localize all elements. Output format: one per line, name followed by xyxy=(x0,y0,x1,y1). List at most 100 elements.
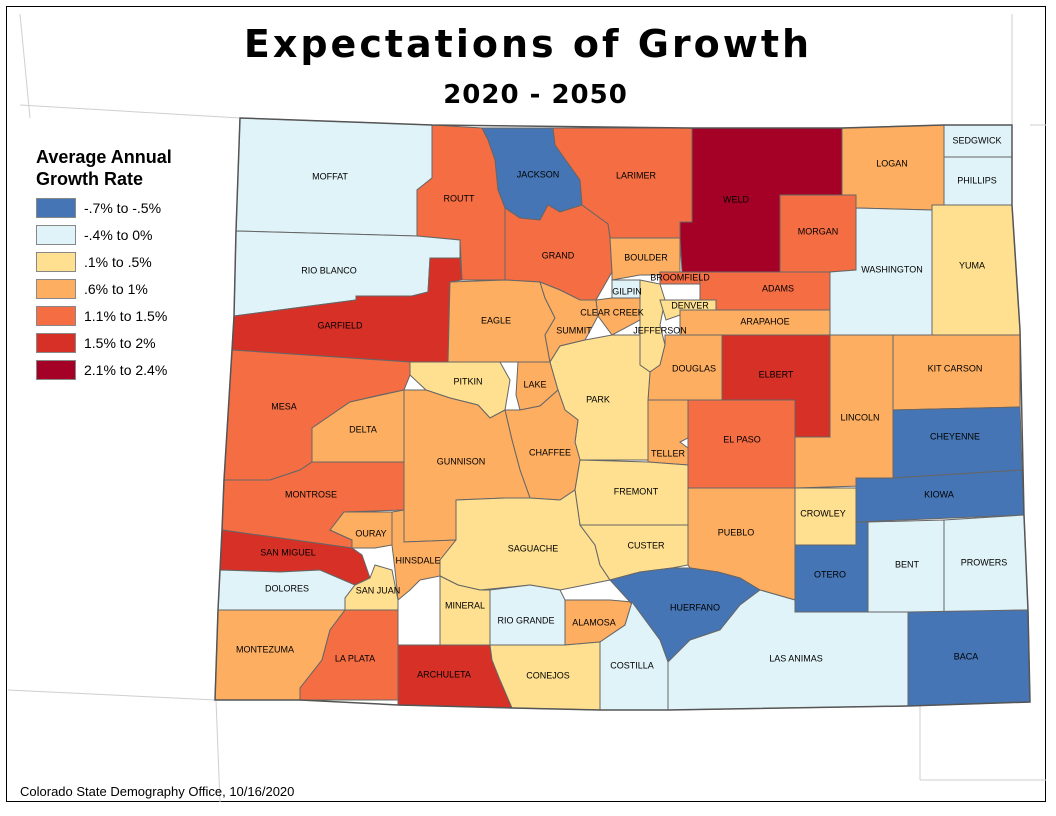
legend-label: .1% to .5% xyxy=(84,254,152,270)
county-label-el-paso: EL PASO xyxy=(723,434,761,444)
legend-swatch xyxy=(36,225,76,245)
county-label-chaffee: CHAFFEE xyxy=(529,447,571,457)
legend-label: -.4% to 0% xyxy=(84,227,153,243)
county-label-cheyenne: CHEYENNE xyxy=(930,431,980,441)
county-label-custer: CUSTER xyxy=(627,540,665,550)
county-label-larimer: LARIMER xyxy=(616,170,657,180)
county-label-lincoln: LINCOLN xyxy=(840,412,879,422)
county-label-garfield: GARFIELD xyxy=(317,320,363,330)
county-label-arapahoe: ARAPAHOE xyxy=(740,316,789,326)
county-label-montrose: MONTROSE xyxy=(285,489,337,499)
legend: Average Annual Growth Rate -.7% to -.5% … xyxy=(36,146,172,385)
county-lincoln xyxy=(794,334,894,489)
county-label-douglas: DOUGLAS xyxy=(672,363,716,373)
county-label-mineral: MINERAL xyxy=(445,600,485,610)
county-label-alamosa: ALAMOSA xyxy=(572,617,616,627)
legend-label: 2.1% to 2.4% xyxy=(84,362,168,378)
county-label-saguache: SAGUACHE xyxy=(508,543,559,553)
legend-swatch xyxy=(36,198,76,218)
county-adams xyxy=(699,271,831,311)
county-label-kiowa: KIOWA xyxy=(924,489,954,499)
county-label-fremont: FREMONT xyxy=(614,486,659,496)
county-label-mesa: MESA xyxy=(271,401,297,411)
map-frame xyxy=(6,6,1046,802)
county-label-hinsdale: HINSDALE xyxy=(395,555,440,565)
county-la-plata xyxy=(299,609,399,701)
county-label-eagle: EAGLE xyxy=(481,315,511,325)
county-label-grand: GRAND xyxy=(542,250,575,260)
legend-items: -.7% to -.5% -.4% to 0% .1% to .5% .6% t… xyxy=(36,196,172,385)
legend-swatch xyxy=(36,360,76,380)
county-label-la-plata: LA PLATA xyxy=(335,653,375,663)
county-label-bent: BENT xyxy=(895,559,920,569)
legend-swatch xyxy=(36,306,76,326)
county-label-yuma: YUMA xyxy=(959,260,985,270)
source-credit: Colorado State Demography Office, 10/16/… xyxy=(20,784,295,799)
county-label-conejos: CONEJOS xyxy=(526,670,570,680)
county-label-phillips: PHILLIPS xyxy=(957,175,997,185)
county-label-weld: WELD xyxy=(723,194,750,204)
county-label-dolores: DOLORES xyxy=(265,583,309,593)
county-label-sedgwick: SEDGWICK xyxy=(952,135,1001,145)
neighbor-state-lines xyxy=(7,13,1046,803)
county-label-rio-blanco: RIO BLANCO xyxy=(301,265,357,275)
legend-label: .6% to 1% xyxy=(84,281,148,297)
county-label-gilpin: GILPIN xyxy=(612,286,642,296)
county-label-otero: OTERO xyxy=(814,569,846,579)
county-label-routt: ROUTT xyxy=(444,193,475,203)
county-label-costilla: COSTILLA xyxy=(610,660,654,670)
county-label-gunnison: GUNNISON xyxy=(437,456,486,466)
legend-label: 1.5% to 2% xyxy=(84,335,156,351)
legend-item: 1.1% to 1.5% xyxy=(36,304,172,331)
legend-item: -.7% to -.5% xyxy=(36,196,172,223)
county-label-teller: TELLER xyxy=(651,448,686,458)
county-label-denver: DENVER xyxy=(671,300,709,310)
county-label-boulder: BOULDER xyxy=(624,252,668,262)
county-label-prowers: PROWERS xyxy=(961,557,1008,567)
county-label-pitkin: PITKIN xyxy=(453,376,482,386)
county-label-park: PARK xyxy=(586,394,610,404)
county-label-san-juan: SAN JUAN xyxy=(356,585,401,595)
county-boulder xyxy=(609,237,681,281)
county-label-montezuma: MONTEZUMA xyxy=(236,644,294,654)
county-label-moffat: MOFFAT xyxy=(312,171,348,181)
county-label-elbert: ELBERT xyxy=(759,369,794,379)
legend-item: 1.5% to 2% xyxy=(36,331,172,358)
county-label-clear-creek: CLEAR CREEK xyxy=(580,307,644,317)
county-label-summit: SUMMIT xyxy=(556,325,592,335)
state-outline xyxy=(214,117,1031,711)
county-label-logan: LOGAN xyxy=(876,158,908,168)
county-label-huerfano: HUERFANO xyxy=(670,602,720,612)
county-label-ouray: OURAY xyxy=(355,528,386,538)
county-label-pueblo: PUEBLO xyxy=(718,527,755,537)
county-label-san-miguel: SAN MIGUEL xyxy=(260,547,316,557)
legend-swatch xyxy=(36,333,76,353)
legend-label: -.7% to -.5% xyxy=(84,200,162,216)
legend-item: -.4% to 0% xyxy=(36,223,172,250)
county-label-jackson: JACKSON xyxy=(517,169,560,179)
legend-item: 2.1% to 2.4% xyxy=(36,358,172,385)
county-label-adams: ADAMS xyxy=(762,283,794,293)
county-hinsdale xyxy=(391,509,458,601)
county-label-archuleta: ARCHULETA xyxy=(417,669,471,679)
county-label-broomfield: BROOMFIELD xyxy=(650,272,710,282)
county-label-las-animas: LAS ANIMAS xyxy=(769,653,823,663)
county-label-baca: BACA xyxy=(954,651,979,661)
county-label-washington: WASHINGTON xyxy=(861,264,923,274)
county-label-crowley: CROWLEY xyxy=(800,508,846,518)
legend-item: .1% to .5% xyxy=(36,250,172,277)
legend-label: 1.1% to 1.5% xyxy=(84,308,168,324)
county-label-jefferson: JEFFERSON xyxy=(633,325,687,335)
county-label-morgan: MORGAN xyxy=(798,226,839,236)
legend-title: Average Annual Growth Rate xyxy=(36,147,172,189)
county-label-kit-carson: KIT CARSON xyxy=(928,363,983,373)
county-label-delta: DELTA xyxy=(349,424,377,434)
county-label-lake: LAKE xyxy=(523,379,546,389)
county-label-rio-grande: RIO GRANDE xyxy=(497,615,554,625)
legend-swatch xyxy=(36,279,76,299)
map-title: Expectations of Growth xyxy=(243,22,813,66)
map-subtitle: 2020 - 2050 xyxy=(443,80,628,110)
legend-item: .6% to 1% xyxy=(36,277,172,304)
county-cheyenne xyxy=(892,406,1023,479)
